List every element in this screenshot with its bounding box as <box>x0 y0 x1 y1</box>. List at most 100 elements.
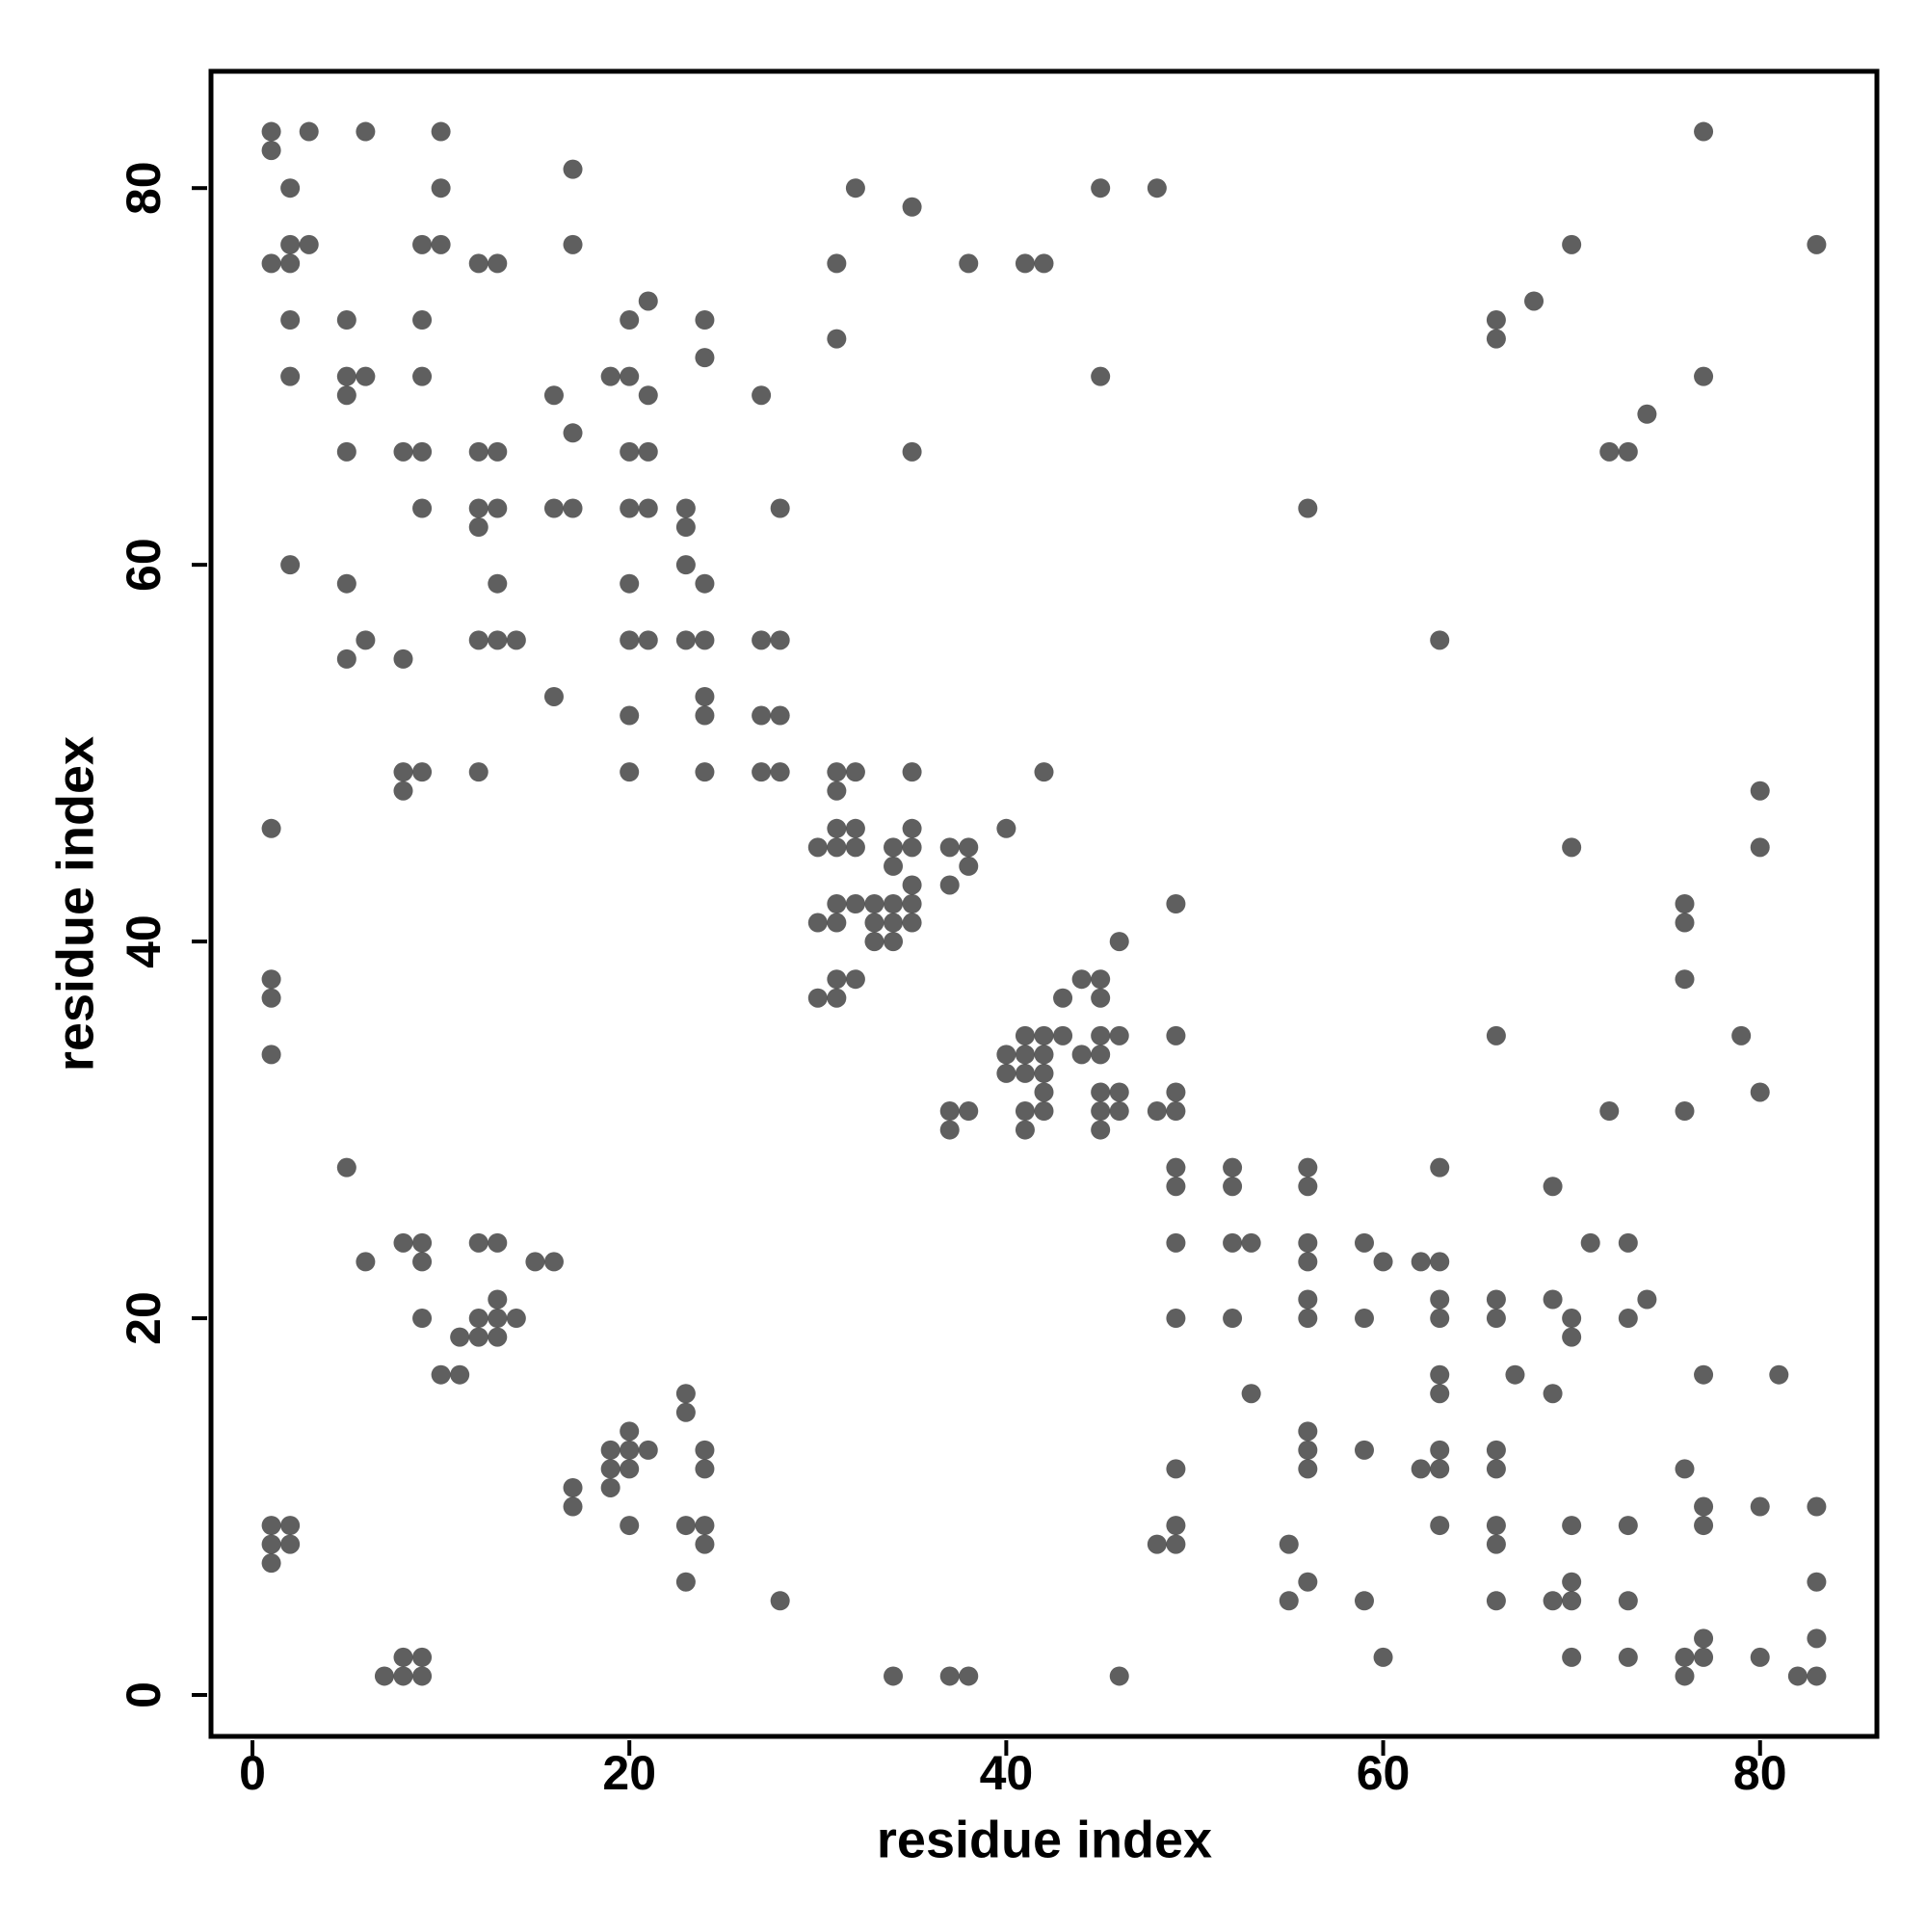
point <box>620 1516 640 1536</box>
point <box>261 253 281 274</box>
point <box>675 498 696 518</box>
point <box>1355 1440 1374 1460</box>
point <box>902 894 922 913</box>
point <box>393 648 413 669</box>
point <box>1223 1232 1243 1253</box>
point <box>1486 1289 1506 1310</box>
point <box>752 762 772 782</box>
point <box>1147 1101 1167 1122</box>
point <box>280 310 301 331</box>
point <box>1298 1459 1318 1479</box>
point <box>1675 969 1695 990</box>
point <box>543 1252 564 1272</box>
point <box>1731 1025 1752 1045</box>
point <box>1562 1647 1582 1667</box>
point <box>1298 1232 1318 1253</box>
point <box>959 253 979 274</box>
point <box>1223 1177 1243 1197</box>
point <box>488 253 508 274</box>
point <box>336 1157 356 1178</box>
point <box>356 630 376 650</box>
point <box>675 1402 696 1422</box>
point <box>902 913 922 933</box>
point <box>1543 1177 1563 1197</box>
point <box>1091 178 1111 198</box>
point <box>563 1496 583 1517</box>
point <box>1166 1534 1186 1554</box>
point <box>827 837 847 858</box>
point <box>620 366 640 386</box>
point <box>827 818 847 838</box>
point <box>488 1289 508 1310</box>
point <box>845 178 865 198</box>
point <box>1166 894 1186 913</box>
point <box>1298 1572 1318 1592</box>
x-axis-title: residue index <box>877 1811 1212 1868</box>
point <box>827 988 847 1008</box>
point <box>261 141 281 161</box>
point <box>884 932 904 952</box>
point <box>412 1252 433 1272</box>
point <box>1373 1252 1393 1272</box>
point <box>1486 1516 1506 1536</box>
point <box>996 1063 1016 1083</box>
point <box>1750 1082 1770 1102</box>
point <box>1015 1045 1035 1065</box>
point <box>543 498 564 518</box>
point <box>543 686 564 706</box>
point <box>1486 1459 1506 1479</box>
point <box>1562 1327 1582 1347</box>
point <box>1505 1364 1525 1385</box>
point <box>902 762 922 782</box>
point <box>1807 234 1827 254</box>
point <box>1807 1628 1827 1649</box>
point <box>770 498 790 518</box>
point <box>600 1477 620 1497</box>
point <box>939 875 960 895</box>
point <box>1675 1647 1695 1667</box>
point <box>902 875 922 895</box>
point <box>884 856 904 876</box>
point <box>675 1516 696 1536</box>
point <box>1373 1647 1393 1667</box>
point <box>1355 1232 1374 1253</box>
point <box>468 630 488 650</box>
point <box>412 234 433 254</box>
point <box>845 894 865 913</box>
point <box>864 894 884 913</box>
point <box>412 1647 433 1667</box>
point <box>695 310 715 331</box>
point <box>261 1553 281 1574</box>
point <box>845 762 865 782</box>
point <box>1071 969 1092 990</box>
point <box>336 648 356 669</box>
point <box>1807 1666 1827 1686</box>
point <box>845 818 865 838</box>
point <box>752 385 772 406</box>
point <box>959 1666 979 1686</box>
point <box>1769 1364 1789 1385</box>
point <box>1091 366 1111 386</box>
point <box>939 1120 960 1140</box>
point <box>488 498 508 518</box>
y-tick-label: 60 <box>117 538 171 592</box>
point <box>1486 329 1506 349</box>
point <box>280 366 301 386</box>
point <box>468 1309 488 1329</box>
point <box>1675 1459 1695 1479</box>
point <box>1223 1309 1243 1329</box>
point <box>996 818 1016 838</box>
point <box>1091 1082 1111 1102</box>
point <box>1355 1591 1374 1611</box>
point <box>864 913 884 933</box>
point <box>1430 1364 1450 1385</box>
point <box>884 1666 904 1686</box>
point <box>827 781 847 801</box>
point <box>1053 1025 1073 1045</box>
point <box>770 762 790 782</box>
point <box>807 988 828 1008</box>
point <box>1694 1516 1714 1536</box>
point <box>488 573 508 594</box>
point <box>827 913 847 933</box>
point <box>1694 1364 1714 1385</box>
